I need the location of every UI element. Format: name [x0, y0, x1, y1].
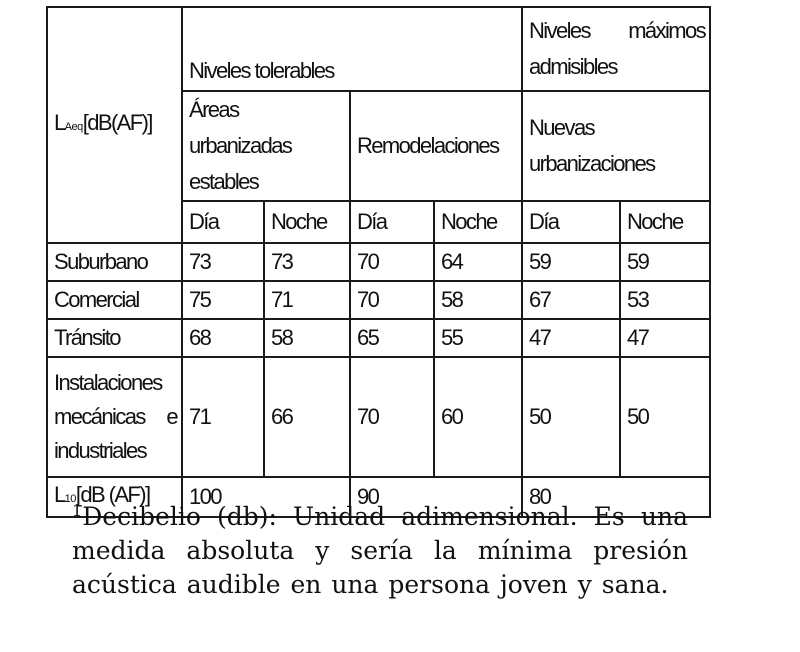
col-header-night: Noche — [619, 200, 711, 244]
subheader-nuevas: Nuevas urbanizaciones — [521, 90, 711, 202]
table-cell: 70 — [349, 356, 435, 478]
table-cell: 64 — [433, 242, 523, 282]
table-cell: 59 — [619, 242, 711, 282]
col-header-night: Noche — [433, 200, 523, 244]
row-label: Tránsito — [46, 318, 183, 358]
col-header-day: Día — [521, 200, 621, 244]
footnote-marker: 1 — [72, 501, 83, 520]
table-cell: 80 — [521, 476, 711, 518]
subheader-areas: Áreas urbanizadas estables — [181, 90, 351, 202]
table-cell: 70 — [349, 242, 435, 282]
table-cell: 100 — [181, 476, 351, 518]
row-label: Suburbano — [46, 242, 183, 282]
table-cell: 68 — [181, 318, 265, 358]
table-row: L10[dB (AF)] 100 90 80 — [46, 476, 711, 518]
noise-levels-table: LAeq[dB(AF)] Niveles tolerables Niveles m… — [46, 6, 711, 518]
table-cell: 67 — [521, 280, 621, 320]
table-cell: 60 — [433, 356, 523, 478]
row-label: Instalaciones mecánicas e industriales — [46, 356, 183, 478]
table-cell: 50 — [521, 356, 621, 478]
group-header-tolerable: Niveles tolerables — [181, 6, 523, 92]
table-row: Comercial 75 71 70 58 67 53 — [46, 280, 711, 320]
table-row: Instalaciones mecánicas e industriales 71… — [46, 356, 711, 478]
row-label: Comercial — [46, 280, 183, 320]
table-cell: 90 — [349, 476, 523, 518]
table-cell: 71 — [181, 356, 265, 478]
subheader-remodel: Remodelaciones — [349, 90, 523, 202]
table-cell: 75 — [181, 280, 265, 320]
table-cell: 73 — [263, 242, 351, 282]
col-header-day: Día — [181, 200, 265, 244]
table-cell: 58 — [263, 318, 351, 358]
table-cell: 59 — [521, 242, 621, 282]
table-cell: 65 — [349, 318, 435, 358]
corner-header-cell: LAeq[dB(AF)] — [46, 6, 183, 244]
table-cell: 70 — [349, 280, 435, 320]
table-cell: 71 — [263, 280, 351, 320]
table-cell: 55 — [433, 318, 523, 358]
table-cell: 47 — [619, 318, 711, 358]
table-cell: 47 — [521, 318, 621, 358]
table-row: Suburbano 73 73 70 64 59 59 — [46, 242, 711, 282]
table-cell: 73 — [181, 242, 265, 282]
row-label: L10[dB (AF)] — [46, 476, 183, 518]
group-header-max: Niveles máximos admisibles — [521, 6, 711, 92]
footnote-text: Decibelio (db): Unidad adimensional. Es … — [72, 502, 688, 599]
table-cell: 66 — [263, 356, 351, 478]
laeq-label: LAeq[dB(AF)] — [54, 110, 153, 135]
table-cell: 53 — [619, 280, 711, 320]
table-cell: 58 — [433, 280, 523, 320]
footnote: 1Decibelio (db): Unidad adimensional. Es… — [72, 500, 688, 602]
col-header-night: Noche — [263, 200, 351, 244]
table-cell: 50 — [619, 356, 711, 478]
table-row: Tránsito 68 58 65 55 47 47 — [46, 318, 711, 358]
col-header-day: Día — [349, 200, 435, 244]
